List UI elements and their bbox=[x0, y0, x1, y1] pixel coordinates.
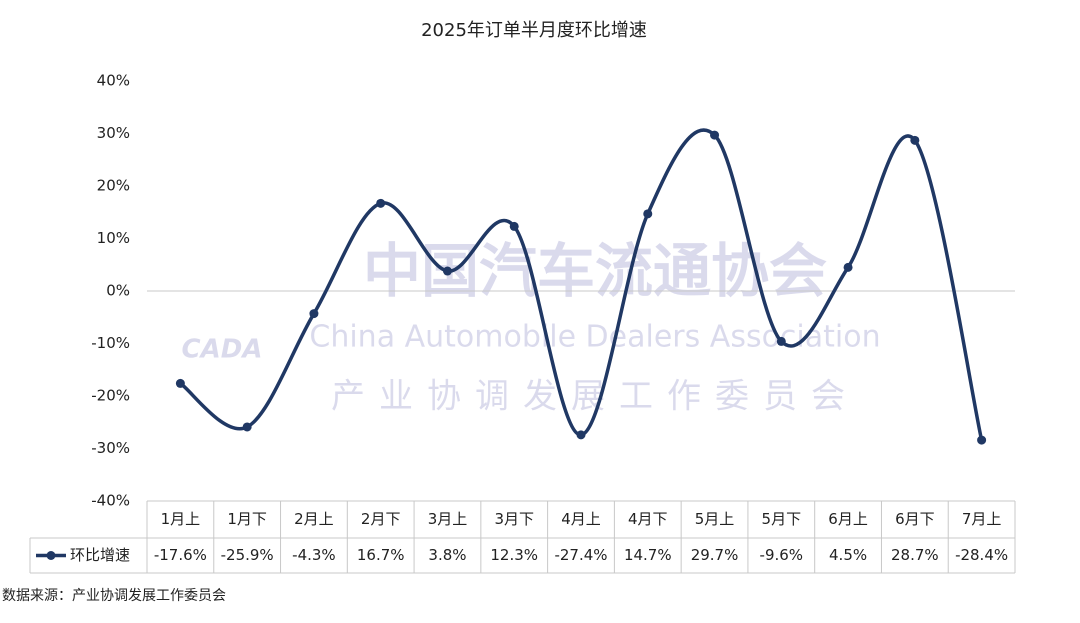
data-point bbox=[175, 378, 185, 388]
data-label: -9.6% bbox=[760, 546, 804, 564]
data-label: -17.6% bbox=[154, 546, 207, 564]
y-tick-label: -40% bbox=[91, 492, 130, 510]
data-point bbox=[509, 221, 519, 231]
data-point bbox=[910, 135, 920, 145]
x-tick-label: 3月下 bbox=[494, 510, 534, 528]
y-tick-label: -10% bbox=[91, 334, 130, 352]
data-point bbox=[843, 262, 853, 272]
x-tick-label: 2月上 bbox=[294, 510, 334, 528]
data-point bbox=[977, 435, 987, 445]
legend-swatch bbox=[46, 551, 56, 560]
y-tick-label: 30% bbox=[97, 124, 130, 142]
watermark-logo: CADA bbox=[182, 335, 263, 365]
data-point bbox=[710, 130, 720, 140]
x-tick-label: 6月下 bbox=[895, 510, 935, 528]
data-label: 4.5% bbox=[829, 546, 867, 564]
y-tick-label: -20% bbox=[91, 387, 130, 405]
data-label: 29.7% bbox=[691, 546, 739, 564]
y-tick-label: 20% bbox=[97, 177, 130, 195]
y-tick-label: -30% bbox=[91, 439, 130, 457]
watermark-english: China Automobile Dealers Association bbox=[309, 320, 880, 355]
data-point bbox=[309, 309, 319, 319]
data-point bbox=[442, 266, 452, 276]
data-label: 3.8% bbox=[428, 546, 466, 564]
x-tick-label: 5月下 bbox=[762, 510, 802, 528]
data-label: -28.4% bbox=[955, 546, 1008, 564]
data-label: 12.3% bbox=[490, 546, 538, 564]
data-label: 14.7% bbox=[624, 546, 672, 564]
x-tick-label: 2月下 bbox=[361, 510, 401, 528]
x-tick-label: 1月下 bbox=[227, 510, 267, 528]
x-tick-label: 5月上 bbox=[695, 510, 735, 528]
chart-title: 2025年订单半月度环比增速 bbox=[421, 20, 647, 41]
source-note: 数据来源：产业协调发展工作委员会 bbox=[2, 588, 226, 604]
data-point bbox=[242, 422, 252, 432]
data-label: 28.7% bbox=[891, 546, 939, 564]
legend-label: 环比增速 bbox=[70, 546, 130, 564]
data-label: -27.4% bbox=[554, 546, 607, 564]
x-tick-label: 1月上 bbox=[161, 510, 201, 528]
data-point bbox=[376, 198, 386, 208]
x-tick-label: 4月上 bbox=[561, 510, 601, 528]
data-label: -4.3% bbox=[292, 546, 336, 564]
data-label: -25.9% bbox=[221, 546, 274, 564]
series-line bbox=[179, 128, 984, 441]
watermark-committee: 产业协调发展工作委员会 bbox=[331, 377, 859, 417]
y-tick-label: 0% bbox=[106, 282, 130, 300]
data-point bbox=[576, 430, 586, 440]
data-point bbox=[776, 336, 786, 346]
x-tick-label: 4月下 bbox=[628, 510, 668, 528]
y-tick-label: 40% bbox=[97, 72, 130, 90]
x-tick-label: 7月上 bbox=[962, 510, 1002, 528]
x-tick-label: 6月上 bbox=[828, 510, 868, 528]
watermark: CADA 中国汽车流通协会 China Automobile Dealers A… bbox=[182, 237, 881, 416]
data-point bbox=[643, 209, 653, 219]
data-label: 16.7% bbox=[357, 546, 405, 564]
x-tick-label: 3月上 bbox=[428, 510, 468, 528]
y-tick-label: 10% bbox=[97, 229, 130, 247]
